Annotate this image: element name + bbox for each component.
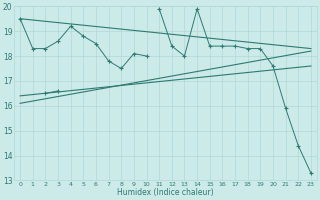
X-axis label: Humidex (Indice chaleur): Humidex (Indice chaleur) — [117, 188, 214, 197]
